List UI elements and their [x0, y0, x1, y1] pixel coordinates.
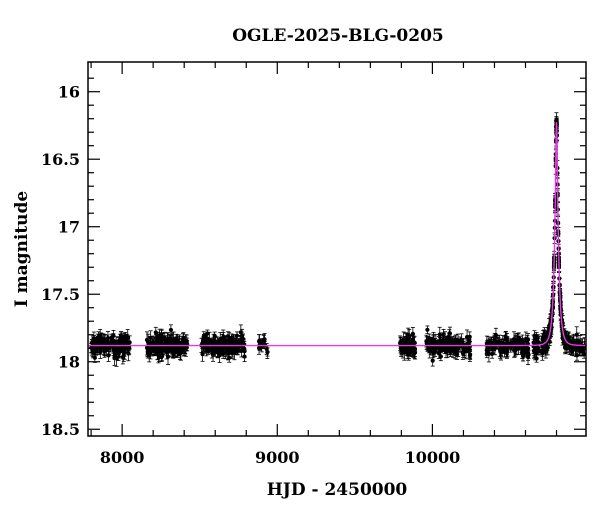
y-axis-label: I magnitude [12, 191, 32, 308]
model-curve [88, 122, 586, 345]
y-tick-label: 16 [58, 83, 80, 102]
data-points [89, 113, 587, 367]
x-tick-label: 8000 [100, 448, 145, 467]
y-tick-label: 17 [58, 218, 80, 237]
y-tick-label: 18.5 [41, 420, 80, 439]
y-tick-label: 18 [58, 353, 80, 372]
y-tick-label: 17.5 [41, 285, 80, 304]
chart-title: OGLE-2025-BLG-0205 [232, 26, 444, 46]
x-axis-label: HJD - 2450000 [267, 480, 408, 500]
x-tick-label: 10000 [405, 448, 461, 467]
y-tick-label: 16.5 [41, 150, 80, 169]
axis-ticks: 8000 9000 10000 16 16.5 17 17.5 18 18.5 [41, 62, 586, 467]
plot-frame [88, 62, 586, 436]
data-point [425, 326, 429, 334]
x-tick-label: 9000 [255, 448, 300, 467]
